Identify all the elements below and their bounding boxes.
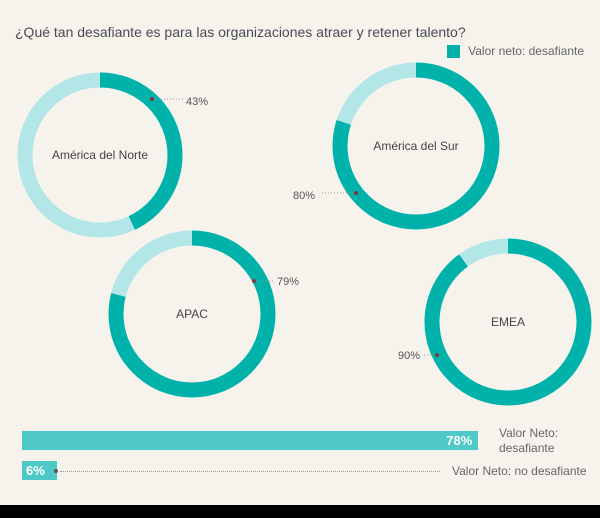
leader-dot: [435, 353, 439, 357]
value-label-na: 43%: [186, 96, 209, 108]
leader-line: [60, 471, 440, 472]
legend-label: Valor neto: desafiante: [468, 44, 584, 58]
donut-segment: [17, 72, 183, 238]
donut-segment: [332, 62, 500, 230]
donut-segment: [108, 230, 276, 398]
value-label-sa: 80%: [293, 190, 316, 202]
footer-bar: [0, 505, 600, 518]
donut-center-label: América del Sur: [373, 139, 458, 153]
value-label-apac: 79%: [277, 276, 300, 288]
leader-dot: [354, 191, 358, 195]
chart-title: ¿Qué tan desafiante es para las organiza…: [15, 24, 466, 40]
value-label-emea: 90%: [398, 350, 421, 362]
leader-dot: [54, 469, 58, 473]
donut-center-label: EMEA: [491, 315, 525, 329]
bar-label-desafiante: Valor Neto: desafiante: [499, 426, 559, 455]
legend-swatch: [447, 44, 461, 58]
donut-center-label: APAC: [176, 307, 208, 321]
leader-dot: [252, 279, 256, 283]
bar-value-label: 78%: [446, 433, 473, 448]
donut-center-label: América del Norte: [52, 148, 148, 162]
bar-desafiante: 78%: [22, 431, 479, 450]
leader-dot: [150, 97, 154, 101]
bar-value-label: 6%: [26, 463, 45, 478]
bar-no-desafiante: 6%: [22, 461, 58, 480]
legend: Valor neto: desafiante: [447, 44, 584, 58]
bar-label-no-desafiante: Valor Neto: no desafiante: [452, 464, 587, 478]
donut-segment: [424, 238, 592, 406]
